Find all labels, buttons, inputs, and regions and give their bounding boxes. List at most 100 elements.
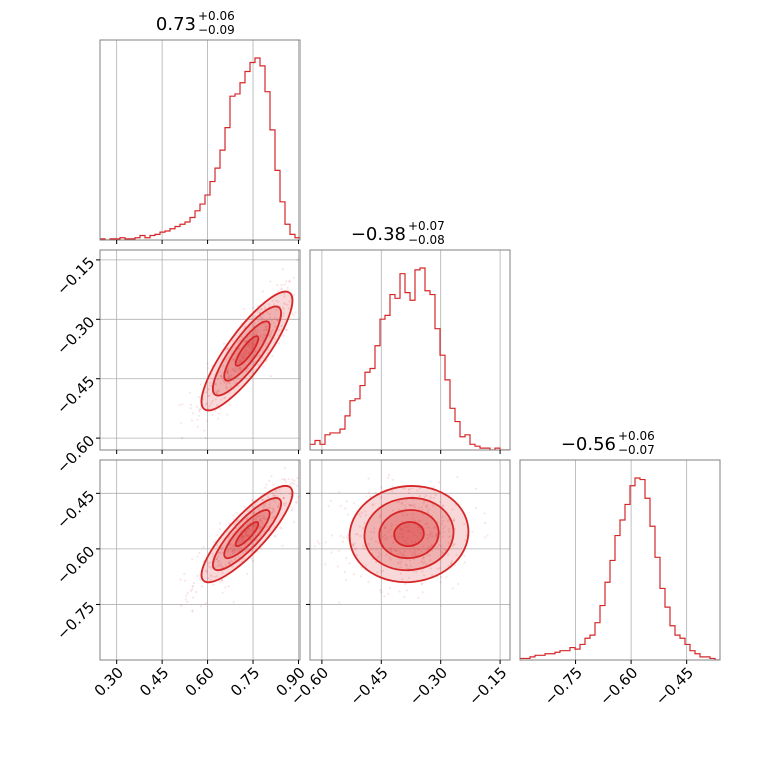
scatter-point (374, 491, 377, 494)
grid-lines (100, 250, 300, 450)
scatter-point (254, 350, 257, 353)
scatter-point (378, 515, 382, 518)
scatter-point (222, 380, 226, 383)
scatter-point (439, 581, 442, 584)
scatter-point (439, 604, 442, 607)
scatter-point (226, 370, 229, 373)
scatter-point (292, 276, 296, 279)
scatter-point (260, 308, 263, 311)
scatter-point (249, 341, 252, 344)
scatter-point (447, 528, 451, 531)
scatter-point (400, 502, 403, 505)
scatter-point (223, 381, 226, 384)
scatter-point (410, 487, 413, 490)
scatter-point (244, 340, 247, 343)
scatter-point (244, 533, 248, 536)
scatter-point (245, 370, 248, 373)
scatter-point (242, 535, 245, 538)
scatter-point (399, 562, 402, 565)
scatter-point (401, 577, 404, 581)
scatter-point (264, 360, 268, 363)
scatter-point (417, 596, 420, 599)
scatter-point (209, 573, 212, 577)
scatter-point (377, 556, 380, 559)
scatter-point (322, 467, 324, 469)
scatter-point (210, 402, 213, 405)
scatter-point (441, 551, 444, 555)
scatter-point (232, 357, 235, 361)
scatter-point (290, 509, 293, 512)
scatter-point (404, 507, 407, 510)
scatter-point (296, 484, 299, 488)
scatter-point (271, 507, 275, 510)
scatter-point (272, 515, 276, 518)
scatter-point (237, 347, 240, 351)
scatter-point (360, 566, 363, 569)
scatter-point (345, 578, 348, 581)
scatter-point (447, 536, 451, 539)
scatter-point (352, 502, 356, 505)
scatter-point (364, 510, 367, 513)
scatter-point (291, 478, 294, 481)
scatter-point (399, 527, 403, 530)
scatter-point (254, 321, 257, 324)
scatter-point (281, 544, 284, 547)
scatter-point (353, 548, 356, 551)
scatter-point (410, 540, 413, 544)
scatter-point (279, 492, 282, 495)
scatter-point (246, 572, 249, 576)
scatter-point (247, 534, 250, 537)
scatter-point (207, 388, 210, 391)
scatter-point (302, 453, 304, 455)
scatter-point (264, 307, 267, 310)
scatter-point (422, 545, 425, 548)
scatter-point (264, 325, 267, 329)
scatter-point (198, 551, 201, 555)
scatter-point (435, 532, 438, 536)
scatter-point (285, 328, 288, 332)
scatter-point (231, 565, 234, 568)
scatter-point (271, 491, 275, 495)
scatter-point (251, 499, 254, 502)
scatter-point (465, 533, 468, 537)
scatter-point (431, 535, 434, 538)
scatter-point (401, 553, 404, 556)
scatter-point (439, 500, 442, 504)
scatter-point (327, 504, 330, 508)
scatter-point (345, 536, 349, 539)
scatter-point (189, 403, 193, 406)
scatter-point (438, 567, 441, 570)
scatter-point (411, 517, 414, 520)
scatter-point (422, 502, 425, 505)
contour-level-1 (363, 497, 455, 572)
histogram-step-0 (100, 57, 300, 240)
scatter-point (241, 536, 245, 539)
scatter-point (192, 581, 196, 585)
scatter-point (403, 526, 406, 529)
scatter-point (238, 360, 241, 363)
scatter-point (395, 549, 398, 552)
scatter-point (198, 578, 202, 581)
scatter-point (243, 349, 247, 352)
scatter-point (431, 574, 434, 577)
title-minus-0: −0.09 (198, 23, 235, 37)
scatter-point (296, 258, 299, 261)
scatter-point (265, 342, 269, 345)
scatter-point (428, 533, 431, 536)
scatter-point (292, 314, 295, 317)
scatter-point (456, 476, 459, 479)
scatter-point (368, 491, 371, 494)
scatter-point (236, 384, 239, 388)
scatter-point (245, 517, 248, 520)
scatter-point (409, 559, 412, 562)
scatter-point (434, 526, 437, 529)
scatter-point (432, 504, 435, 507)
scatter-point (385, 536, 389, 539)
scatter-point (272, 322, 275, 325)
y-tick-label: −0.60 (53, 543, 98, 588)
scatter-point (406, 567, 409, 570)
scatter-point (280, 324, 283, 328)
scatter-point (318, 282, 320, 284)
scatter-point (390, 523, 394, 526)
scatter-point (220, 551, 223, 554)
